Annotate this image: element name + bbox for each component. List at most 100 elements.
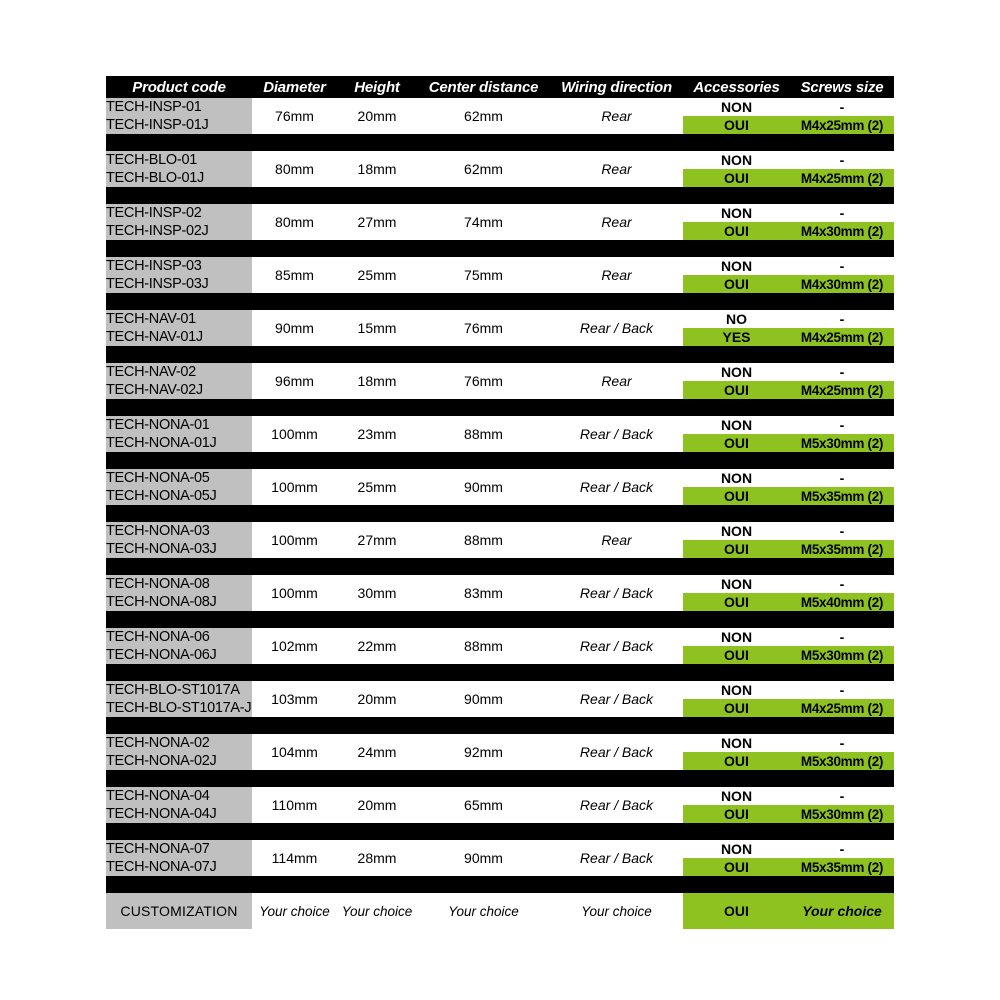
accessories-j-value: OUI — [683, 858, 790, 876]
product-code-j[interactable]: TECH-NONA-02J — [106, 752, 252, 770]
product-code-j[interactable]: TECH-NONA-03J — [106, 540, 252, 558]
table-row[interactable]: TECH-NAV-01J YES M4x25mm (2) — [106, 328, 894, 346]
table-row[interactable]: TECH-NAV-02J OUI M4x25mm (2) — [106, 381, 894, 399]
table-row[interactable]: TECH-NONA-07J OUI M5x35mm (2) — [106, 858, 894, 876]
accessories-j-value: OUI — [683, 275, 790, 293]
table-header: Product code Diameter Height Center dist… — [106, 76, 894, 98]
table-row[interactable]: TECH-NAV-02 96mm 18mm 76mm Rear NON - — [106, 363, 894, 399]
product-code-j[interactable]: TECH-BLO-ST1017A-J — [106, 699, 252, 717]
product-code-j[interactable]: TECH-NONA-07J — [106, 858, 252, 876]
center-distance-value: 65mm — [417, 787, 550, 823]
product-code-j[interactable]: TECH-INSP-02J — [106, 222, 252, 240]
product-code-base[interactable]: TECH-NAV-02 — [106, 363, 252, 381]
product-code-base[interactable]: TECH-NONA-05 — [106, 469, 252, 487]
customization-screws-size[interactable]: Your choice — [790, 893, 894, 929]
accessories-base-value: NON — [683, 628, 790, 646]
product-code-j[interactable]: TECH-NONA-01J — [106, 434, 252, 452]
screws-size-base-value: - — [790, 98, 894, 116]
row-separator — [106, 399, 894, 416]
table-row[interactable]: TECH-INSP-01 76mm 20mm 62mm Rear NON - — [106, 98, 894, 134]
table-row[interactable]: TECH-NONA-08 100mm 30mm 83mm Rear / Back NON - — [106, 575, 894, 611]
table-row[interactable]: TECH-INSP-03 85mm 25mm 75mm Rear NON - — [106, 257, 894, 293]
table-row[interactable]: TECH-NONA-06J OUI M5x30mm (2) — [106, 646, 894, 664]
table-row[interactable]: TECH-BLO-01J OUI M4x25mm (2) — [106, 169, 894, 187]
accessories-base-value: NON — [683, 734, 790, 752]
table-row[interactable]: TECH-NONA-01 100mm 23mm 88mm Rear / Back NON - — [106, 416, 894, 452]
column-header-height: Height — [337, 76, 417, 98]
product-code-j[interactable]: TECH-NAV-02J — [106, 381, 252, 399]
screws-size-base-value: - — [790, 628, 894, 646]
center-distance-value: 92mm — [417, 734, 550, 770]
product-code-j[interactable]: TECH-NONA-08J — [106, 593, 252, 611]
table-row[interactable]: TECH-NONA-03J OUI M5x35mm (2) — [106, 540, 894, 558]
height-value: 30mm — [337, 575, 417, 611]
product-code-base[interactable]: TECH-INSP-03 — [106, 257, 252, 275]
product-code-base[interactable]: TECH-NONA-07 — [106, 840, 252, 858]
height-value: 27mm — [337, 522, 417, 558]
product-code-base[interactable]: TECH-NONA-01 — [106, 416, 252, 434]
customization-diameter[interactable]: Your choice — [252, 893, 337, 929]
table-row[interactable]: TECH-NONA-04 110mm 20mm 65mm Rear / Back NON - — [106, 787, 894, 823]
row-separator — [106, 187, 894, 204]
table-row[interactable]: TECH-BLO-ST1017A-J OUI M4x25mm (2) — [106, 699, 894, 717]
height-value: 18mm — [337, 363, 417, 399]
table-row[interactable]: TECH-BLO-01 80mm 18mm 62mm Rear NON - — [106, 151, 894, 187]
product-code-j[interactable]: TECH-INSP-03J — [106, 275, 252, 293]
table-row[interactable]: TECH-NONA-06 102mm 22mm 88mm Rear / Back NON - — [106, 628, 894, 664]
column-header-product-code: Product code — [106, 76, 252, 98]
table-row[interactable]: TECH-NONA-02J OUI M5x30mm (2) — [106, 752, 894, 770]
wiring-direction-value: Rear / Back — [550, 681, 683, 717]
product-code-j[interactable]: TECH-NONA-05J — [106, 487, 252, 505]
screws-size-j-value: M4x30mm (2) — [790, 222, 894, 240]
diameter-value: 80mm — [252, 204, 337, 240]
product-code-base[interactable]: TECH-NONA-08 — [106, 575, 252, 593]
table-row[interactable]: TECH-NONA-05 100mm 25mm 90mm Rear / Back NON - — [106, 469, 894, 505]
diameter-value: 104mm — [252, 734, 337, 770]
product-code-base[interactable]: TECH-NONA-03 — [106, 522, 252, 540]
table-row[interactable]: TECH-NONA-05J OUI M5x35mm (2) — [106, 487, 894, 505]
table-row[interactable]: TECH-NAV-01 90mm 15mm 76mm Rear / Back NO - — [106, 310, 894, 346]
column-header-wiring-direction: Wiring direction — [550, 76, 683, 98]
product-code-base[interactable]: TECH-NONA-02 — [106, 734, 252, 752]
wiring-direction-value: Rear / Back — [550, 840, 683, 876]
table-row[interactable]: TECH-NONA-02 104mm 24mm 92mm Rear / Back NON - — [106, 734, 894, 770]
diameter-value: 102mm — [252, 628, 337, 664]
column-header-diameter: Diameter — [252, 76, 337, 98]
center-distance-value: 90mm — [417, 469, 550, 505]
customization-height[interactable]: Your choice — [337, 893, 417, 929]
product-code-j[interactable]: TECH-BLO-01J — [106, 169, 252, 187]
product-code-j[interactable]: TECH-NAV-01J — [106, 328, 252, 346]
customization-center-distance[interactable]: Your choice — [417, 893, 550, 929]
product-code-base[interactable]: TECH-INSP-02 — [106, 204, 252, 222]
table-row[interactable]: TECH-INSP-02 80mm 27mm 74mm Rear NON - — [106, 204, 894, 240]
customization-wiring-direction[interactable]: Your choice — [550, 893, 683, 929]
diameter-value: 90mm — [252, 310, 337, 346]
product-code-base[interactable]: TECH-NONA-04 — [106, 787, 252, 805]
row-separator — [106, 664, 894, 681]
customization-accessories[interactable]: OUI — [683, 893, 790, 929]
screws-size-base-value: - — [790, 787, 894, 805]
product-code-j[interactable]: TECH-NONA-04J — [106, 805, 252, 823]
product-code-j[interactable]: TECH-INSP-01J — [106, 116, 252, 134]
table-row[interactable]: TECH-INSP-02J OUI M4x30mm (2) — [106, 222, 894, 240]
table-row[interactable]: TECH-BLO-ST1017A 103mm 20mm 90mm Rear / Back… — [106, 681, 894, 717]
product-code-base[interactable]: TECH-NAV-01 — [106, 310, 252, 328]
product-code-base[interactable]: TECH-NONA-06 — [106, 628, 252, 646]
table-row[interactable]: TECH-INSP-03J OUI M4x30mm (2) — [106, 275, 894, 293]
table-row[interactable]: TECH-NONA-07 114mm 28mm 90mm Rear / Back NON - — [106, 840, 894, 876]
product-code-base[interactable]: TECH-BLO-01 — [106, 151, 252, 169]
table-row[interactable]: TECH-NONA-03 100mm 27mm 88mm Rear NON - — [106, 522, 894, 558]
product-code-j[interactable]: TECH-NONA-06J — [106, 646, 252, 664]
table-row[interactable]: TECH-NONA-01J OUI M5x30mm (2) — [106, 434, 894, 452]
height-value: 20mm — [337, 98, 417, 134]
customization-row[interactable]: CUSTOMIZATION Your choice Your choice Your … — [106, 893, 894, 929]
row-separator — [106, 346, 894, 363]
table-row[interactable]: TECH-NONA-04J OUI M5x30mm (2) — [106, 805, 894, 823]
row-separator-fill — [106, 187, 894, 204]
product-code-base[interactable]: TECH-INSP-01 — [106, 98, 252, 116]
screws-size-j-value: M4x25mm (2) — [790, 116, 894, 134]
table-row[interactable]: TECH-NONA-08J OUI M5x40mm (2) — [106, 593, 894, 611]
accessories-base-value: NON — [683, 469, 790, 487]
product-code-base[interactable]: TECH-BLO-ST1017A — [106, 681, 252, 699]
table-row[interactable]: TECH-INSP-01J OUI M4x25mm (2) — [106, 116, 894, 134]
